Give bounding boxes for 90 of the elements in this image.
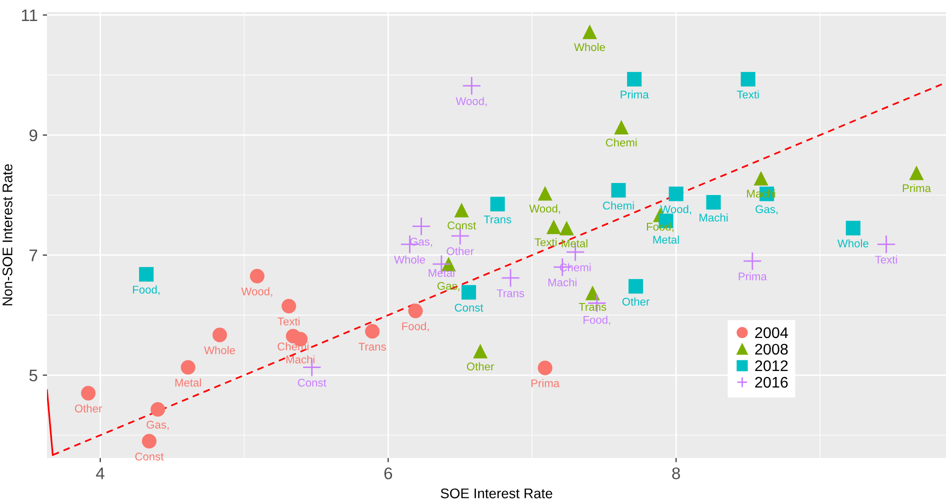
- point: [668, 186, 684, 202]
- data-label: Gas,: [437, 282, 460, 292]
- point: [538, 186, 552, 201]
- data-label: Gas,: [756, 205, 778, 214]
- point: [740, 72, 756, 87]
- data-label: Texti: [736, 90, 759, 99]
- point: [614, 120, 629, 135]
- point: [706, 195, 721, 210]
- data-label: Trans: [484, 216, 512, 224]
- point: [611, 182, 626, 198]
- data-label: Chemi: [603, 201, 634, 210]
- data-label: Chemi: [606, 138, 637, 147]
- point: [490, 196, 505, 212]
- data-label: Gas,: [146, 420, 169, 430]
- data-label: Wood,: [456, 96, 487, 106]
- data-label: Metal: [562, 239, 588, 248]
- data-label: Const: [448, 221, 476, 230]
- point: [909, 166, 924, 180]
- data-label: Other: [622, 297, 650, 306]
- y-tick-label: 9: [29, 129, 38, 142]
- y-axis-title: Non-SOE Interest Rate: [2, 164, 12, 306]
- point: [559, 220, 574, 236]
- data-label: Const: [135, 452, 164, 460]
- data-label: Prima: [531, 379, 560, 388]
- data-label: Metal: [428, 268, 454, 277]
- data-label: Texti: [278, 317, 300, 326]
- data-label: Food,: [133, 285, 160, 295]
- point: [180, 360, 196, 375]
- point: [627, 72, 642, 87]
- data-label: Metal: [175, 378, 201, 387]
- point: [462, 76, 482, 96]
- y-tick-label: 7: [30, 250, 38, 262]
- legend-label: 2004: [755, 327, 788, 338]
- data-label: Whole: [574, 42, 605, 52]
- x-tick-label: 6: [384, 467, 392, 480]
- point: [250, 268, 264, 284]
- point: [462, 285, 476, 300]
- x-axis-title: SOE Interest Rate: [440, 488, 552, 498]
- x-tick-label: 8: [672, 467, 680, 480]
- data-label: Whole: [837, 239, 868, 248]
- data-label: Whole: [394, 255, 426, 264]
- data-label: Metal: [653, 236, 679, 244]
- data-label: Wood,: [241, 287, 272, 297]
- data-label: Texti: [534, 238, 557, 246]
- data-label: Const: [454, 304, 484, 312]
- point: [150, 402, 166, 417]
- point: [139, 267, 154, 282]
- point: [754, 170, 768, 186]
- data-label: Trans: [358, 342, 386, 351]
- point: [81, 386, 96, 400]
- point: [876, 234, 896, 254]
- data-label: Whole: [204, 346, 235, 354]
- point: [212, 328, 228, 342]
- point: [628, 279, 644, 294]
- point: [454, 202, 469, 218]
- y-tick-label: 11: [22, 10, 38, 22]
- point: [546, 220, 562, 234]
- point: [742, 252, 762, 271]
- x-tick-label: 4: [96, 468, 104, 480]
- point: [473, 344, 488, 358]
- data-label: Other: [446, 247, 474, 256]
- legend-label: 2008: [755, 344, 788, 355]
- point: [501, 268, 520, 288]
- data-label: Const: [298, 378, 326, 387]
- data-label: Machi: [286, 355, 314, 364]
- point: [846, 220, 860, 236]
- data-label: Machi: [700, 213, 728, 222]
- data-label: Other: [74, 404, 102, 412]
- data-label: Prima: [620, 90, 649, 99]
- data-label: Texti: [875, 255, 897, 264]
- data-label: Wood,: [529, 204, 560, 214]
- data-label: Food,: [584, 316, 610, 326]
- point: [282, 298, 296, 314]
- data-label: Machi: [548, 278, 576, 286]
- data-label: Food,: [402, 322, 429, 332]
- y-tick-label: 5: [29, 370, 38, 382]
- point: [142, 434, 156, 448]
- legend-label: 2012: [755, 360, 788, 372]
- data-label: Prima: [902, 184, 931, 192]
- data-label: Food,: [646, 222, 674, 232]
- data-label: Other: [466, 362, 494, 370]
- data-label: Prima: [738, 272, 767, 280]
- point: [412, 216, 431, 236]
- data-label: Trans: [578, 303, 606, 311]
- point: [365, 324, 380, 339]
- data-label: Trans: [496, 289, 524, 298]
- legend-label: 2016: [755, 376, 788, 388]
- point: [582, 24, 597, 40]
- point: [408, 304, 423, 318]
- point: [538, 360, 552, 376]
